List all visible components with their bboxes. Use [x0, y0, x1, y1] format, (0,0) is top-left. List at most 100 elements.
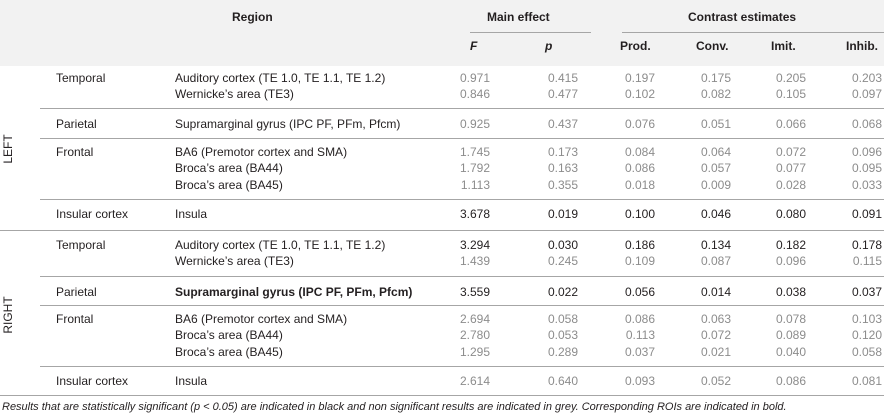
- cell-prod: 0.197: [624, 71, 655, 85]
- cell-p: 0.437: [547, 117, 578, 131]
- cell-f: 3.294: [459, 238, 490, 252]
- cell-prod: 0.186: [624, 238, 655, 252]
- cell-imit: 0.077: [775, 161, 806, 175]
- row-region-name: Wernicke’s area (TE3): [175, 254, 294, 268]
- main-effect-rule: [470, 32, 591, 33]
- cell-imit: 0.086: [775, 374, 806, 388]
- cell-p: 0.477: [547, 87, 578, 101]
- cell-prod: 0.086: [624, 161, 655, 175]
- cell-conv: 0.046: [700, 207, 731, 221]
- header-prod: Prod.: [620, 39, 651, 53]
- cell-imit: 0.078: [775, 312, 806, 326]
- group-left-temporal: Temporal: [56, 71, 106, 85]
- cell-p: 0.245: [547, 254, 578, 268]
- header-p: p: [545, 39, 553, 53]
- header-region: Region: [232, 10, 273, 24]
- group-right-temporal: Temporal: [56, 238, 106, 252]
- cell-prod: 0.093: [624, 374, 655, 388]
- cell-prod: 0.113: [625, 328, 655, 342]
- row-region-name: Supramarginal gyrus (IPC PF, PFm, Pfcm): [175, 285, 413, 299]
- cell-f: 1.745: [459, 145, 490, 159]
- cell-prod: 0.100: [624, 207, 655, 221]
- cell-inhib: 0.058: [851, 345, 882, 359]
- results-table: Region Main effect Contrast estimates F …: [0, 0, 884, 396]
- cell-imit: 0.089: [775, 328, 806, 342]
- cell-imit: 0.096: [775, 254, 806, 268]
- cell-p: 0.022: [547, 285, 578, 299]
- row-region-name: Broca’s area (BA45): [175, 345, 283, 359]
- cell-prod: 0.076: [624, 117, 655, 131]
- row-region-name: Supramarginal gyrus (IPC PF, PFm, Pfcm): [175, 117, 401, 131]
- cell-inhib: 0.033: [851, 178, 882, 192]
- cell-conv: 0.051: [700, 117, 731, 131]
- cell-conv: 0.175: [700, 71, 731, 85]
- row-region-name: Auditory cortex (TE 1.0, TE 1.1, TE 1.2): [175, 238, 386, 252]
- cell-inhib: 0.068: [851, 117, 882, 131]
- header-main-effect: Main effect: [487, 10, 550, 24]
- cell-imit: 0.182: [775, 238, 806, 252]
- cell-conv: 0.134: [700, 238, 731, 252]
- rule-left-frontal-end: [40, 199, 884, 200]
- cell-imit: 0.105: [775, 87, 806, 101]
- rule-right-frontal-end: [40, 366, 884, 367]
- cell-f: 1.792: [459, 161, 490, 175]
- cell-f: 0.971: [459, 71, 490, 85]
- cell-inhib: 0.096: [851, 145, 882, 159]
- group-left-frontal: Frontal: [56, 145, 94, 159]
- group-right-insular: Insular cortex: [56, 374, 129, 388]
- row-region-name: Broca’s area (BA44): [175, 161, 283, 175]
- cell-conv: 0.082: [700, 87, 731, 101]
- cell-p: 0.640: [547, 374, 578, 388]
- cell-inhib: 0.203: [851, 71, 882, 85]
- cell-conv: 0.064: [700, 145, 731, 159]
- header-imit: Imit.: [771, 39, 796, 53]
- cell-p: 0.415: [547, 71, 578, 85]
- group-left-parietal: Parietal: [56, 117, 97, 131]
- side-label-left: LEFT: [1, 134, 15, 164]
- cell-p: 0.019: [547, 207, 578, 221]
- group-right-parietal: Parietal: [56, 285, 97, 299]
- cell-f: 3.559: [459, 285, 490, 299]
- cell-imit: 0.072: [775, 145, 806, 159]
- cell-p: 0.053: [547, 328, 578, 342]
- cell-f: 1.295: [459, 345, 490, 359]
- cell-inhib: 0.037: [851, 285, 882, 299]
- cell-imit: 0.040: [775, 345, 806, 359]
- cell-f: 2.694: [459, 312, 490, 326]
- header-contrast-estimates: Contrast estimates: [688, 10, 797, 24]
- group-left-insular: Insular cortex: [56, 207, 129, 221]
- cell-inhib: 0.097: [851, 87, 882, 101]
- cell-inhib: 0.095: [851, 161, 882, 175]
- cell-prod: 0.109: [624, 254, 655, 268]
- side-label-right: RIGHT: [1, 296, 15, 334]
- cell-inhib: 0.178: [851, 238, 882, 252]
- cell-p: 0.030: [547, 238, 578, 252]
- cell-p: 0.163: [547, 161, 578, 175]
- table-footnote: Results that are statistically significa…: [2, 401, 787, 413]
- row-region-name: BA6 (Premotor cortex and SMA): [175, 145, 348, 159]
- cell-f: 1.439: [459, 254, 490, 268]
- row-region-name: Auditory cortex (TE 1.0, TE 1.1, TE 1.2): [175, 71, 386, 85]
- rule-left-temporal-end: [40, 108, 884, 109]
- rule-table-bottom: [0, 395, 884, 396]
- cell-f: 3.678: [459, 207, 490, 221]
- cell-inhib: 0.120: [851, 328, 882, 342]
- cell-p: 0.355: [547, 178, 578, 192]
- cell-inhib: 0.091: [851, 207, 882, 221]
- cell-inhib: 0.115: [852, 254, 882, 268]
- cell-conv: 0.087: [700, 254, 731, 268]
- cell-prod: 0.037: [624, 345, 655, 359]
- cell-prod: 0.018: [624, 178, 655, 192]
- cell-conv: 0.072: [700, 328, 731, 342]
- rule-hemisphere-divider: [0, 230, 884, 231]
- cell-imit: 0.038: [775, 285, 806, 299]
- row-region-name: Broca’s area (BA45): [175, 178, 283, 192]
- cell-conv: 0.057: [700, 161, 731, 175]
- row-region-name: Broca’s area (BA44): [175, 328, 283, 342]
- cell-imit: 0.080: [775, 207, 806, 221]
- cell-inhib: 0.103: [851, 312, 882, 326]
- header-conv: Conv.: [696, 39, 729, 53]
- cell-imit: 0.205: [775, 71, 806, 85]
- rule-right-temporal-end: [40, 276, 884, 277]
- cell-p: 0.058: [547, 312, 578, 326]
